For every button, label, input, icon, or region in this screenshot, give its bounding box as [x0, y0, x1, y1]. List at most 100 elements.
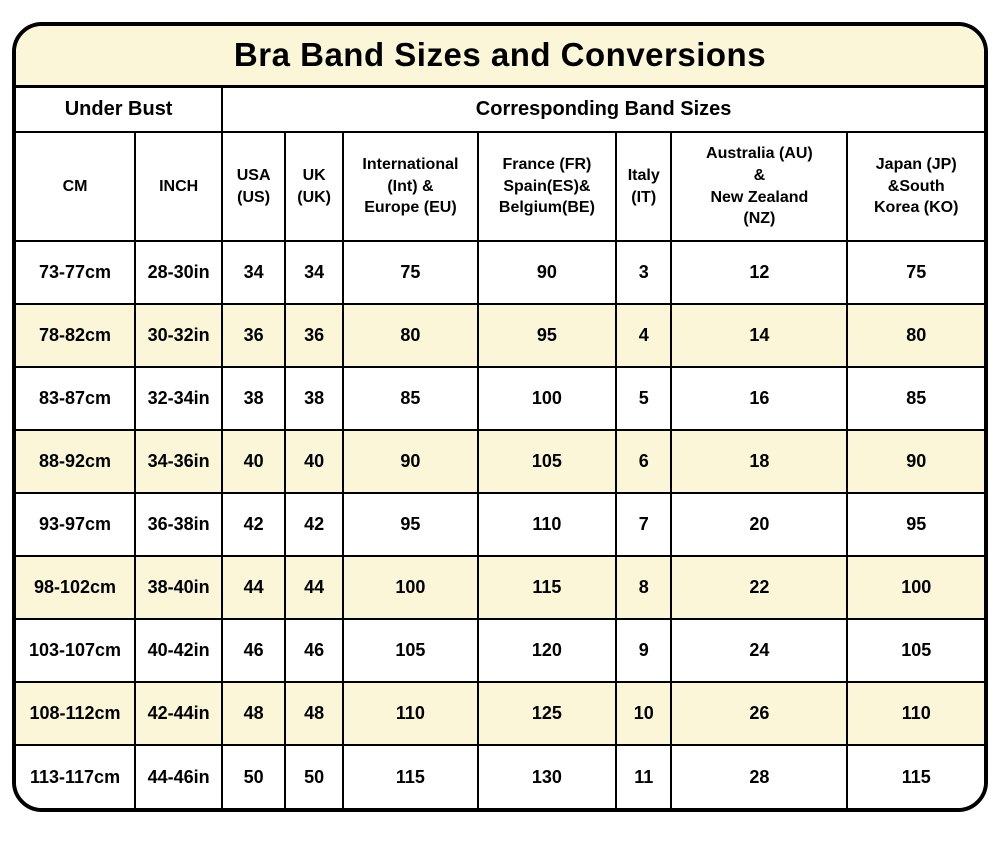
column-header-japan-korea: Japan (JP) &South Korea (KO): [846, 131, 984, 242]
cell-au: 16: [670, 366, 849, 431]
cell-jp: 90: [846, 429, 984, 494]
cell-uk: 46: [284, 618, 345, 683]
table-row: 108-112cm 42-44in 48 48 110 125 10 26 11…: [16, 681, 984, 746]
cell-fr: 130: [476, 744, 618, 808]
cell-uk: 48: [284, 681, 345, 746]
cell-fr: 95: [476, 303, 618, 368]
cell-jp: 110: [846, 681, 984, 746]
cell-au: 24: [670, 618, 849, 683]
cell-fr: 100: [476, 366, 618, 431]
cell-jp: 75: [846, 240, 984, 305]
cell-inch: 44-46in: [134, 744, 224, 808]
column-header-italy: Italy (IT): [615, 131, 673, 242]
cell-us: 36: [221, 303, 287, 368]
column-header-inch: INCH: [134, 131, 224, 242]
cell-au: 22: [670, 555, 849, 620]
cell-fr: 110: [476, 492, 618, 557]
column-header-international-europe: International (Int) & Europe (EU): [342, 131, 479, 242]
cell-it: 5: [615, 366, 673, 431]
table-row: 98-102cm 38-40in 44 44 100 115 8 22 100: [16, 555, 984, 620]
cell-eu: 75: [342, 240, 479, 305]
cell-it: 9: [615, 618, 673, 683]
cell-inch: 38-40in: [134, 555, 224, 620]
cell-us: 38: [221, 366, 287, 431]
column-header-usa: USA (US): [221, 131, 287, 242]
cell-inch: 42-44in: [134, 681, 224, 746]
cell-us: 42: [221, 492, 287, 557]
cell-eu: 80: [342, 303, 479, 368]
cell-uk: 40: [284, 429, 345, 494]
cell-eu: 90: [342, 429, 479, 494]
column-header-row: CM INCH USA (US) UK (UK) International (…: [16, 131, 984, 242]
column-header-cm: CM: [16, 131, 137, 242]
column-header-france-spain-belgium: France (FR) Spain(ES)& Belgium(BE): [476, 131, 618, 242]
column-header-australia-nz: Australia (AU) & New Zealand (NZ): [670, 131, 849, 242]
cell-cm: 83-87cm: [16, 366, 137, 431]
column-header-uk: UK (UK): [284, 131, 345, 242]
table-row: 113-117cm 44-46in 50 50 115 130 11 28 11…: [16, 744, 984, 808]
cell-cm: 113-117cm: [16, 744, 137, 808]
cell-it: 7: [615, 492, 673, 557]
cell-cm: 78-82cm: [16, 303, 137, 368]
cell-inch: 30-32in: [134, 303, 224, 368]
cell-us: 40: [221, 429, 287, 494]
title-row: Bra Band Sizes and Conversions: [16, 26, 984, 88]
table-row: 83-87cm 32-34in 38 38 85 100 5 16 85: [16, 366, 984, 431]
cell-uk: 42: [284, 492, 345, 557]
cell-cm: 73-77cm: [16, 240, 137, 305]
cell-cm: 103-107cm: [16, 618, 137, 683]
cell-uk: 34: [284, 240, 345, 305]
cell-cm: 98-102cm: [16, 555, 137, 620]
cell-eu: 115: [342, 744, 479, 808]
cell-uk: 36: [284, 303, 345, 368]
cell-au: 14: [670, 303, 849, 368]
cell-fr: 125: [476, 681, 618, 746]
cell-cm: 88-92cm: [16, 429, 137, 494]
cell-eu: 100: [342, 555, 479, 620]
cell-inch: 34-36in: [134, 429, 224, 494]
cell-fr: 120: [476, 618, 618, 683]
cell-eu: 110: [342, 681, 479, 746]
cell-jp: 100: [846, 555, 984, 620]
cell-it: 11: [615, 744, 673, 808]
cell-inch: 28-30in: [134, 240, 224, 305]
cell-jp: 95: [846, 492, 984, 557]
cell-jp: 115: [846, 744, 984, 808]
cell-it: 4: [615, 303, 673, 368]
group-header-row: Under Bust Corresponding Band Sizes: [16, 85, 984, 133]
cell-us: 34: [221, 240, 287, 305]
cell-au: 20: [670, 492, 849, 557]
cell-au: 18: [670, 429, 849, 494]
cell-it: 10: [615, 681, 673, 746]
table-row: 88-92cm 34-36in 40 40 90 105 6 18 90: [16, 429, 984, 494]
cell-us: 46: [221, 618, 287, 683]
cell-jp: 85: [846, 366, 984, 431]
table-row: 73-77cm 28-30in 34 34 75 90 3 12 75: [16, 240, 984, 305]
cell-inch: 40-42in: [134, 618, 224, 683]
cell-uk: 44: [284, 555, 345, 620]
cell-us: 44: [221, 555, 287, 620]
cell-it: 8: [615, 555, 673, 620]
cell-us: 48: [221, 681, 287, 746]
table-title: Bra Band Sizes and Conversions: [16, 26, 984, 88]
cell-it: 6: [615, 429, 673, 494]
cell-cm: 108-112cm: [16, 681, 137, 746]
table-row: 93-97cm 36-38in 42 42 95 110 7 20 95: [16, 492, 984, 557]
cell-it: 3: [615, 240, 673, 305]
cell-fr: 115: [476, 555, 618, 620]
cell-eu: 105: [342, 618, 479, 683]
group-header-under-bust: Under Bust: [16, 85, 224, 133]
cell-fr: 105: [476, 429, 618, 494]
conversion-table: Bra Band Sizes and Conversions Under Bus…: [16, 26, 984, 808]
cell-us: 50: [221, 744, 287, 808]
cell-inch: 32-34in: [134, 366, 224, 431]
cell-jp: 80: [846, 303, 984, 368]
group-header-band-sizes: Corresponding Band Sizes: [221, 85, 984, 133]
cell-inch: 36-38in: [134, 492, 224, 557]
cell-uk: 50: [284, 744, 345, 808]
cell-jp: 105: [846, 618, 984, 683]
cell-cm: 93-97cm: [16, 492, 137, 557]
cell-eu: 85: [342, 366, 479, 431]
cell-au: 26: [670, 681, 849, 746]
cell-fr: 90: [476, 240, 618, 305]
